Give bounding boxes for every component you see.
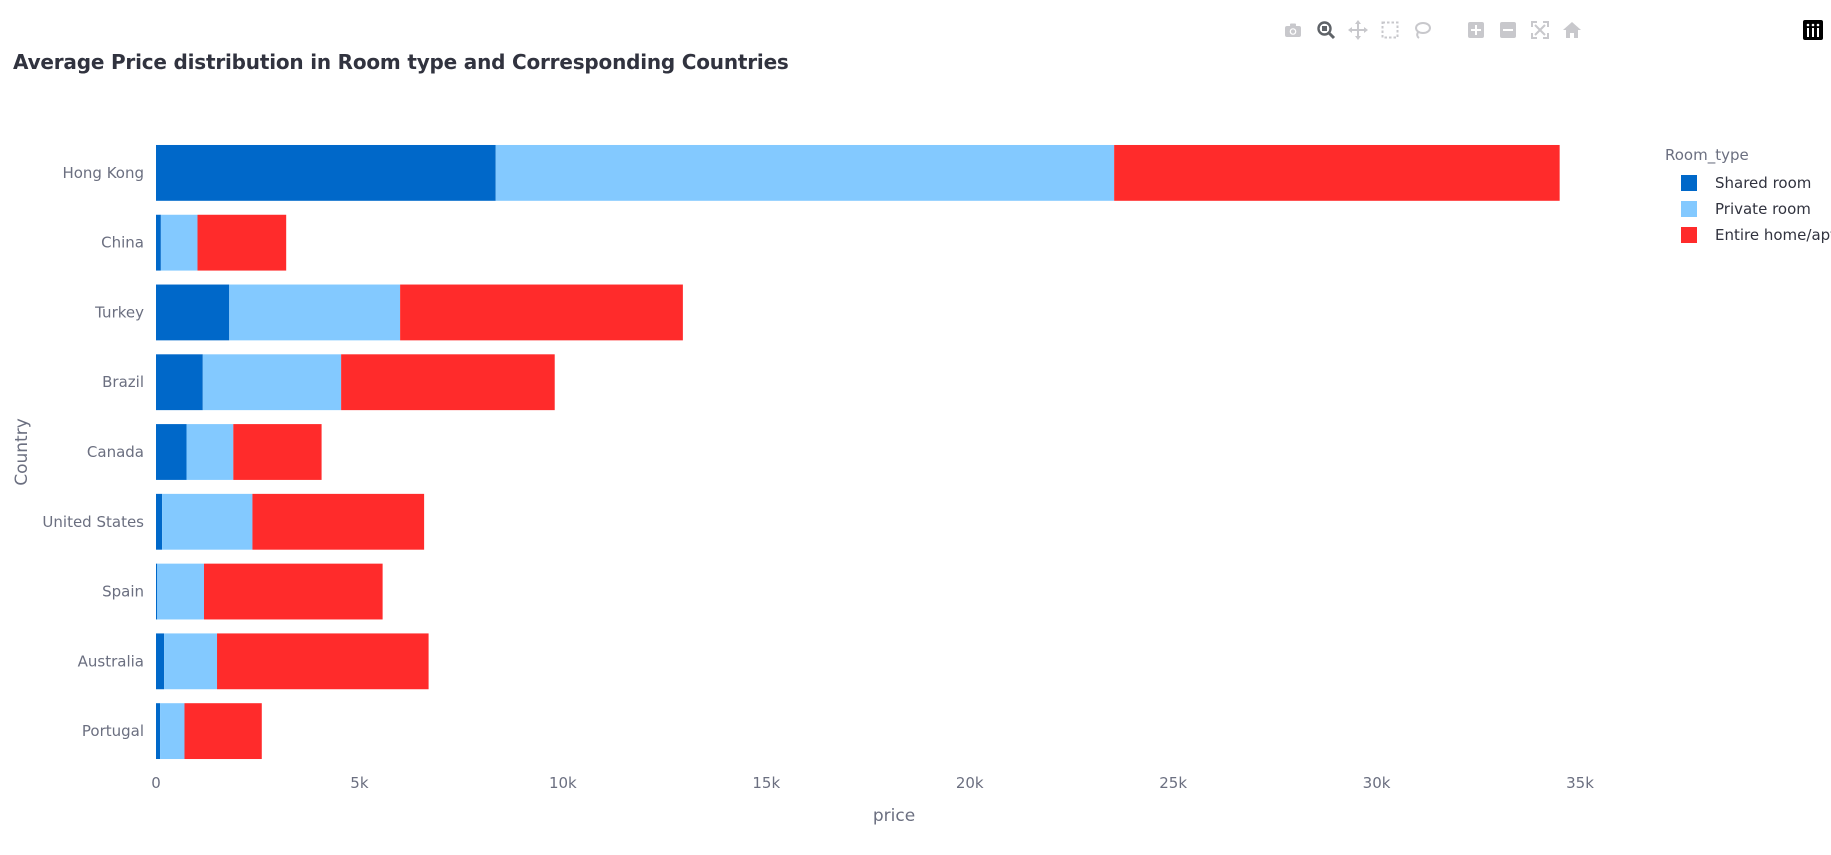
y-tick-label: Hong Kong bbox=[62, 164, 144, 182]
plotly-logo-icon[interactable] bbox=[1801, 18, 1825, 42]
bar-segment[interactable] bbox=[204, 563, 383, 620]
x-tick-label: 15k bbox=[752, 774, 780, 792]
reset-icon[interactable] bbox=[1560, 18, 1584, 42]
bar-segment[interactable] bbox=[400, 284, 683, 341]
legend-item-private-room[interactable]: Private room bbox=[1665, 196, 1831, 222]
bar-segment[interactable] bbox=[186, 424, 234, 480]
bar-segment[interactable] bbox=[156, 563, 158, 620]
bar-segment[interactable] bbox=[156, 354, 203, 411]
y-axis-title: Country bbox=[12, 418, 32, 486]
bar-segment[interactable] bbox=[156, 144, 496, 201]
bar-segment[interactable] bbox=[202, 354, 342, 411]
y-tick-label: United States bbox=[42, 513, 144, 531]
y-tick-label: Portugal bbox=[82, 722, 144, 740]
y-tick-label: Spain bbox=[102, 583, 144, 601]
chart-title: Average Price distribution in Room type … bbox=[13, 50, 789, 74]
x-tick-label: 5k bbox=[350, 774, 369, 792]
y-tick-label: China bbox=[101, 234, 144, 252]
bar-segment[interactable] bbox=[217, 633, 429, 690]
bar-segment[interactable] bbox=[156, 424, 187, 480]
y-tick-label: Canada bbox=[87, 443, 144, 461]
bar-segment[interactable] bbox=[160, 703, 185, 760]
bar-segment[interactable] bbox=[156, 284, 230, 341]
bar-segment[interactable] bbox=[495, 144, 1115, 201]
y-tick-label: Brazil bbox=[102, 373, 144, 391]
zoom-in-icon[interactable] bbox=[1464, 18, 1488, 42]
legend-item-shared-room[interactable]: Shared room bbox=[1665, 170, 1831, 196]
bar-segment[interactable] bbox=[233, 424, 322, 480]
bar-segment[interactable] bbox=[156, 214, 161, 271]
bar-segment[interactable] bbox=[341, 354, 555, 411]
legend-swatch bbox=[1681, 227, 1697, 243]
bar-segment[interactable] bbox=[252, 493, 425, 550]
x-tick-label: 35k bbox=[1566, 774, 1594, 792]
legend: Room_type Shared room Private room Entir… bbox=[1665, 146, 1831, 248]
legend-label: Entire home/apt bbox=[1715, 226, 1831, 244]
pan-icon[interactable] bbox=[1346, 18, 1370, 42]
bar-segment[interactable] bbox=[156, 493, 163, 550]
bar-segment[interactable] bbox=[164, 633, 218, 690]
zoom-icon[interactable] bbox=[1314, 18, 1338, 42]
autoscale-icon[interactable] bbox=[1528, 18, 1552, 42]
x-tick-label: 10k bbox=[549, 774, 577, 792]
legend-label: Shared room bbox=[1715, 174, 1812, 192]
x-tick-label: 0 bbox=[151, 774, 161, 792]
x-tick-label: 25k bbox=[1159, 774, 1187, 792]
x-tick-label: 30k bbox=[1363, 774, 1391, 792]
bar-segment[interactable] bbox=[162, 493, 253, 550]
box-select-icon[interactable] bbox=[1378, 18, 1402, 42]
legend-title: Room_type bbox=[1665, 146, 1749, 164]
camera-icon[interactable] bbox=[1281, 18, 1305, 42]
legend-swatch bbox=[1681, 175, 1697, 191]
lasso-icon[interactable] bbox=[1410, 18, 1434, 42]
legend-label: Private room bbox=[1715, 200, 1811, 218]
bar-segment[interactable] bbox=[184, 703, 262, 760]
bar-segment[interactable] bbox=[160, 214, 198, 271]
y-tick-label: Australia bbox=[78, 652, 144, 670]
x-axis-title: price bbox=[873, 806, 915, 826]
legend-item-entire-home[interactable]: Entire home/apt bbox=[1665, 222, 1831, 248]
zoom-out-icon[interactable] bbox=[1496, 18, 1520, 42]
y-tick-label: Turkey bbox=[94, 303, 144, 321]
bar-segment[interactable] bbox=[1114, 144, 1560, 201]
legend-swatch bbox=[1681, 201, 1697, 217]
bar-segment[interactable] bbox=[157, 563, 205, 620]
bar-segment[interactable] bbox=[229, 284, 401, 341]
x-tick-label: 20k bbox=[956, 774, 984, 792]
bar-segment[interactable] bbox=[197, 214, 287, 271]
bar-segment[interactable] bbox=[156, 633, 165, 690]
bar-segment[interactable] bbox=[156, 703, 161, 760]
